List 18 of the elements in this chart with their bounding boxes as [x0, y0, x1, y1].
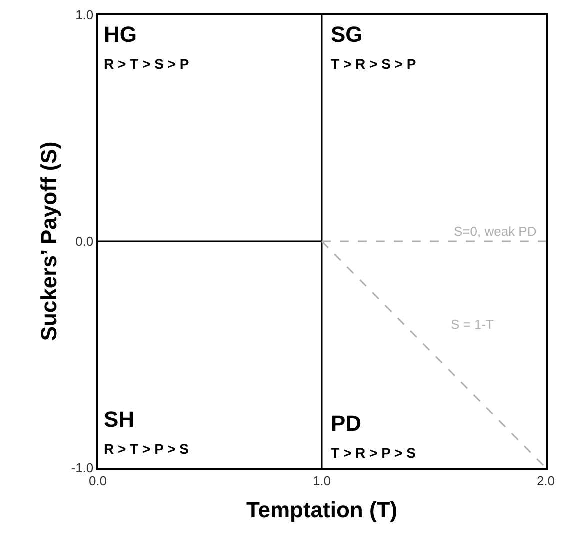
y-tick-label: 0.0	[76, 234, 94, 250]
annotation: SG	[331, 22, 363, 47]
y-tick-label: 1.0	[76, 8, 94, 23]
text: S = 1-T	[451, 317, 494, 332]
y-axis-title: Suckers’ Payoff (S)	[36, 142, 62, 342]
annotation: R > T > S > P	[104, 56, 190, 72]
annotation: PD	[331, 411, 362, 436]
annotation: SH	[104, 407, 135, 432]
y-tick-label: -1.0	[71, 460, 94, 476]
series-label: S=0, weak PD	[454, 224, 537, 239]
x-tick-label: 1.0	[312, 473, 332, 488]
annotation: R > T > P > S	[104, 441, 189, 457]
annotation: T > R > P > S	[331, 445, 416, 461]
annotation: HG	[104, 22, 137, 47]
annotation: T > R > S > P	[331, 56, 416, 72]
x-tick-label: 2.0	[536, 473, 556, 488]
x-axis-title: Temptation (T)	[246, 498, 398, 523]
x-tick-label: 0.0	[88, 473, 108, 488]
